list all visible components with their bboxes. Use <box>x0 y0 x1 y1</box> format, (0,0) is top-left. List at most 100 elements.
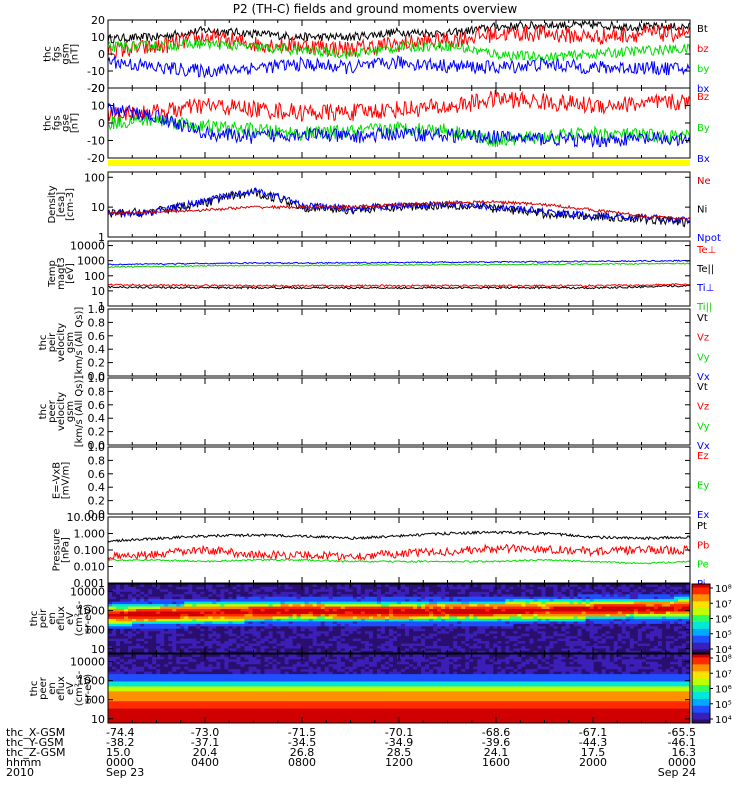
spectrogram-cell <box>401 638 406 642</box>
spectrogram-cell <box>537 616 542 619</box>
spectrogram-cell <box>316 623 322 627</box>
spectrogram-cell <box>240 601 245 605</box>
spectrogram-cell <box>364 608 370 612</box>
spectrogram-cell <box>405 616 410 619</box>
spectrogram-cell <box>545 608 550 612</box>
spectrogram-cell <box>517 601 522 605</box>
spectrogram-cell <box>449 586 454 590</box>
spectrogram-cell <box>585 633 591 637</box>
spectrogram-cell <box>152 616 157 619</box>
spectrogram-cell <box>380 606 386 610</box>
spectrogram-cell <box>200 593 205 597</box>
spectrogram-cell <box>677 640 683 644</box>
spectrogram-cell <box>577 588 583 592</box>
spectrogram-cell <box>344 613 350 617</box>
spectrogram-cell <box>124 608 129 612</box>
spectrogram-cell <box>613 650 619 654</box>
spectrogram-cell <box>220 618 225 622</box>
spectrogram-cell <box>332 643 338 646</box>
spectrogram-cell <box>376 613 382 617</box>
spectrogram-cell <box>533 598 538 602</box>
spectrogram-cell <box>501 618 506 622</box>
spectrogram-cell <box>549 650 554 654</box>
spectrogram-cell <box>112 688 117 692</box>
spectrogram-cell <box>356 630 362 634</box>
spectrogram-cell <box>208 588 213 592</box>
spectrogram-cell <box>324 628 330 632</box>
spectrogram-cell <box>296 625 302 629</box>
spectrogram-cell <box>360 618 366 622</box>
colorbar-swatch <box>692 615 710 618</box>
y-axis-label-line: thc <box>43 46 54 62</box>
spectrogram-cell <box>116 638 121 642</box>
spectrogram-cell <box>388 643 394 646</box>
spectrogram-cell <box>577 596 583 600</box>
spectrogram-cell <box>401 630 406 634</box>
spectrogram-cell <box>497 584 502 587</box>
spectrogram-cell <box>356 645 362 649</box>
spectrogram-cell <box>312 601 318 605</box>
spectrogram-cell <box>649 635 655 639</box>
spectrogram-cell <box>413 650 418 654</box>
spectrogram-cell <box>116 658 121 662</box>
spectrogram-cell <box>593 586 599 590</box>
spectrogram-cell <box>328 630 334 634</box>
spectrogram-cell <box>228 584 233 587</box>
spectrogram-cell <box>296 616 302 619</box>
spectrogram-cell <box>601 584 607 587</box>
spectrogram-cell <box>372 633 378 637</box>
spectrogram-cell <box>605 628 611 632</box>
spectrogram-cell <box>296 584 302 587</box>
spectrogram-cell <box>633 633 639 637</box>
spectrogram-cell <box>453 593 458 597</box>
spectrogram-cell <box>573 650 579 654</box>
spectrogram-cell <box>433 625 438 629</box>
spectrogram-cell <box>128 705 133 709</box>
spectrogram-cell <box>621 618 627 622</box>
spectrogram-cell <box>433 645 438 649</box>
colorbar-swatch <box>692 585 710 588</box>
spectrogram-cell <box>617 593 623 597</box>
spectrogram-cell <box>505 628 510 632</box>
spectrogram-cell <box>324 603 330 607</box>
spectrogram-cell <box>320 650 326 654</box>
spectrogram-cell <box>401 643 406 646</box>
spectrogram-cell <box>184 596 189 600</box>
spectrogram-cell <box>396 630 402 634</box>
spectrogram-cell <box>304 603 310 607</box>
spectrogram-cell <box>461 593 466 597</box>
spectrogram-cell <box>352 628 358 632</box>
spectrogram-cell <box>232 638 237 642</box>
spectrogram-cell <box>220 620 225 624</box>
spectrogram-cell <box>124 603 129 607</box>
spectrogram-cell <box>312 618 318 622</box>
spectrogram-cell <box>641 643 647 646</box>
spectrogram-cell <box>272 643 277 646</box>
spectrogram-cell <box>152 648 157 651</box>
spectrogram-cell <box>256 593 261 597</box>
spectrogram-cell <box>284 588 290 592</box>
spectrogram-cell <box>437 613 442 617</box>
spectrogram-cell <box>128 658 133 662</box>
spectrogram-cell <box>220 588 225 592</box>
spectrogram-cell <box>617 618 623 622</box>
spectrogram-cell <box>220 635 225 639</box>
spectrogram-cell <box>264 586 269 590</box>
spectrogram-cell <box>597 648 603 651</box>
spectrogram-cell <box>120 690 125 694</box>
spectrogram-cell <box>360 593 366 597</box>
spectrogram-cell <box>441 645 446 649</box>
spectrogram-cell <box>112 678 117 682</box>
spectrogram-cell <box>120 586 125 590</box>
spectrogram-cell <box>601 645 607 649</box>
spectrogram-cell <box>429 643 434 646</box>
spectrogram-cell <box>477 601 482 605</box>
spectrogram-cell <box>665 611 671 614</box>
spectrogram-cell <box>132 695 137 699</box>
spectrogram-cell <box>208 586 213 590</box>
spectrogram-cell <box>681 606 687 610</box>
spectrogram-cell <box>589 613 595 617</box>
spectrogram-cell <box>437 606 442 610</box>
spectrogram-cell <box>308 606 314 610</box>
spectrogram-cell <box>156 598 161 602</box>
